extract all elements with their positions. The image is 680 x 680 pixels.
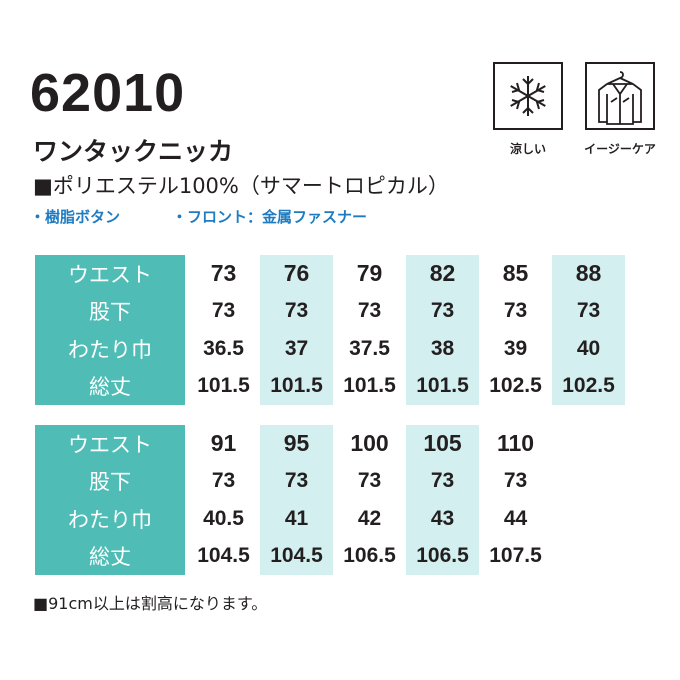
size-value: 104.5: [270, 544, 323, 568]
waist-size: 105: [423, 430, 462, 457]
waist-size: 76: [283, 260, 310, 287]
waist-size: 88: [575, 260, 602, 287]
material: ■ポリエステル100%（サマートロピカル）: [33, 174, 449, 198]
size-value: 37: [284, 336, 309, 360]
size-value: 101.5: [416, 374, 469, 398]
icon-label: イージーケア: [584, 142, 656, 156]
size-value: 101.5: [270, 374, 323, 398]
icon-label: 涼しい: [509, 142, 546, 156]
size-value: 106.5: [343, 544, 396, 568]
stripe: [406, 425, 479, 575]
feature: ・樹脂ボタン: [30, 208, 121, 226]
size-value: 36.5: [203, 336, 244, 360]
stripe: [260, 425, 333, 575]
size-value: 73: [284, 299, 309, 323]
feature: ・フロント：金属ファスナー: [172, 208, 368, 226]
label-column-bg: [35, 255, 185, 405]
stripe: [406, 255, 479, 405]
size-value: 40: [576, 336, 601, 360]
size-value: 73: [430, 299, 455, 323]
row-label: 総丈: [89, 545, 131, 570]
icon-easy-care: [585, 62, 655, 130]
shirt: [598, 71, 642, 125]
size-value: 73: [211, 469, 236, 493]
label-column-bg: [35, 425, 185, 575]
size-value: 39: [503, 336, 528, 360]
row-label: わたり巾: [68, 337, 152, 362]
size-value: 102.5: [489, 374, 542, 398]
size-value: 102.5: [562, 374, 615, 398]
model-number: 62010: [30, 63, 186, 123]
row-label: わたり巾: [68, 507, 152, 532]
size-value: 101.5: [343, 374, 396, 398]
size-value: 73: [284, 469, 309, 493]
stripe: [260, 255, 333, 405]
size-value: 41: [284, 506, 309, 530]
size-value: 106.5: [416, 544, 469, 568]
size-value: 38: [430, 336, 455, 360]
size-value: 101.5: [197, 374, 250, 398]
size-value: 73: [357, 299, 382, 323]
waist-size: 100: [350, 430, 389, 457]
size-value: 73: [503, 299, 528, 323]
waist-size: 79: [356, 260, 383, 287]
size-value: 73: [576, 299, 601, 323]
size-value: 104.5: [197, 544, 250, 568]
waist-size: 110: [496, 430, 535, 457]
row-label: 総丈: [89, 375, 131, 400]
size-value: 107.5: [489, 544, 542, 568]
size-value: 42: [357, 506, 382, 530]
size-value: 73: [503, 469, 528, 493]
row-label: 股下: [89, 470, 131, 495]
product-name: ワンタックニッカ: [33, 137, 234, 166]
size-value: 73: [430, 469, 455, 493]
snowflake: [510, 76, 546, 116]
icon-cool: [493, 62, 563, 130]
waist-size: 85: [502, 260, 529, 287]
waist-size: 73: [210, 260, 237, 287]
note: ■91cm以上は割高になります。: [33, 594, 268, 613]
stripe: [552, 255, 625, 405]
size-value: 40.5: [203, 506, 244, 530]
size-value: 37.5: [349, 336, 390, 360]
row-label: 股下: [89, 300, 131, 325]
waist-size: 82: [429, 260, 456, 287]
row-label: ウエスト: [68, 262, 152, 287]
waist-size: 95: [283, 430, 310, 457]
size-value: 73: [357, 469, 382, 493]
size-value: 73: [211, 299, 236, 323]
waist-size: 91: [210, 430, 237, 457]
size-value: 43: [430, 506, 455, 530]
row-label: ウエスト: [68, 432, 152, 457]
size-value: 44: [503, 506, 528, 530]
